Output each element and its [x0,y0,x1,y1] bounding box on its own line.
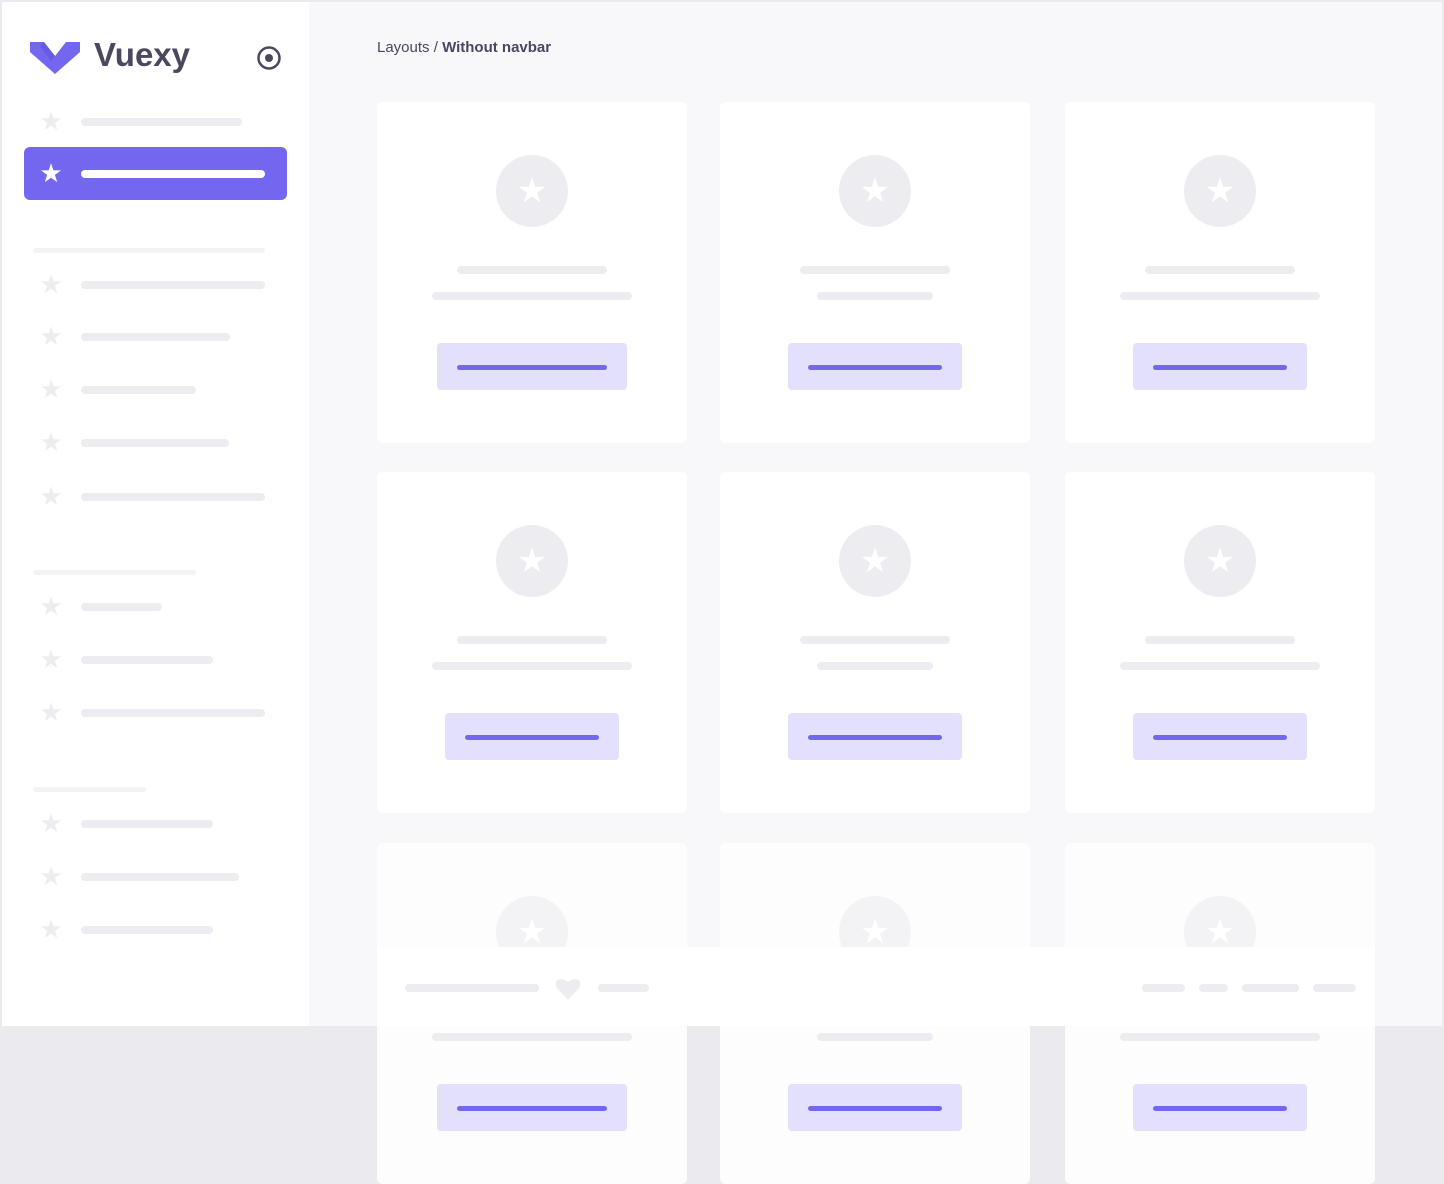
breadcrumb-current: Without navbar [442,39,552,56]
card-button[interactable] [788,1084,962,1131]
card-button-label-placeholder [808,1106,942,1111]
sidebar-item-label-placeholder[interactable] [81,118,242,126]
star-icon: ★ [39,427,63,457]
card-title-placeholder [457,266,607,274]
card-text-placeholder [1120,292,1320,300]
card-text-placeholder [817,292,933,300]
placeholder-card: ★ [720,102,1030,443]
heart-icon [555,979,581,1000]
star-icon: ★ [1184,525,1256,597]
star-icon: ★ [839,155,911,227]
footer-text-placeholder [405,984,539,992]
card-button-label-placeholder [457,365,607,370]
card-text-placeholder [432,292,632,300]
placeholder-card: ★ [1065,102,1375,443]
card-button-label-placeholder [1153,365,1287,370]
card-button[interactable] [1133,343,1307,390]
star-icon: ★ [39,697,63,727]
footer-link[interactable] [1313,984,1356,992]
card-title-placeholder [800,266,950,274]
card-button-label-placeholder [1153,1106,1287,1111]
star-icon: ★ [39,374,63,404]
breadcrumb-separator: / [429,39,443,56]
card-button[interactable] [788,343,962,390]
star-icon: ★ [39,106,63,136]
sidebar-item-label-placeholder[interactable] [81,439,229,447]
card-text-placeholder [817,662,933,670]
star-icon: ★ [1184,155,1256,227]
sidebar-item-label-placeholder[interactable] [81,873,239,881]
footer-link[interactable] [1242,984,1299,992]
star-icon: ★ [39,321,63,351]
star-icon: ★ [839,525,911,597]
card-title-placeholder [800,636,950,644]
star-icon: ★ [496,525,568,597]
sidebar-item-label-placeholder[interactable] [81,709,265,717]
placeholder-card: ★ [1065,472,1375,813]
card-text-placeholder [432,662,632,670]
card-button[interactable] [1133,1084,1307,1131]
star-icon: ★ [39,808,63,838]
footer-text-placeholder [598,984,649,992]
sidebar-item-label-placeholder[interactable] [81,170,265,178]
card-text-placeholder [1120,662,1320,670]
sidebar-item-label-placeholder[interactable] [81,926,213,934]
footer-link[interactable] [1142,984,1185,992]
section-header-placeholder [33,787,146,792]
section-header-placeholder [33,570,196,575]
star-icon: ★ [496,155,568,227]
placeholder-card: ★ [720,472,1030,813]
placeholder-card: ★ [377,472,687,813]
footer [377,947,1375,1026]
star-icon: ★ [39,914,63,944]
placeholder-card: ★ [377,102,687,443]
card-text-placeholder [432,1033,632,1041]
card-button-label-placeholder [465,735,599,740]
sidebar-item-label-placeholder[interactable] [81,386,196,394]
star-icon: ★ [39,861,63,891]
star-icon: ★ [39,269,63,299]
card-button[interactable] [437,343,627,390]
card-button[interactable] [437,1084,627,1131]
card-button-label-placeholder [457,1106,607,1111]
radio-circle-icon[interactable] [256,45,282,71]
card-title-placeholder [1145,266,1295,274]
section-header-placeholder [33,248,265,253]
sidebar-item-label-placeholder[interactable] [81,493,265,501]
breadcrumb-parent[interactable]: Layouts [377,39,430,56]
card-text-placeholder [817,1033,933,1041]
star-icon: ★ [39,644,63,674]
card-button[interactable] [788,713,962,760]
card-button-label-placeholder [808,365,942,370]
card-button-label-placeholder [1153,735,1287,740]
sidebar-item-label-placeholder[interactable] [81,820,213,828]
footer-link[interactable] [1199,984,1228,992]
vuexy-logo-icon [30,42,80,74]
breadcrumb: Layouts / Without navbar [377,39,551,56]
sidebar-item-label-placeholder[interactable] [81,656,213,664]
card-button[interactable] [445,713,619,760]
sidebar-item-label-placeholder[interactable] [81,603,162,611]
card-title-placeholder [1145,636,1295,644]
star-icon: ★ [39,158,63,188]
card-button[interactable] [1133,713,1307,760]
brand-name: Vuexy [94,36,191,73]
card-text-placeholder [1120,1033,1320,1041]
star-icon: ★ [39,591,63,621]
sidebar-item-label-placeholder[interactable] [81,281,265,289]
star-icon: ★ [39,481,63,511]
card-button-label-placeholder [808,735,942,740]
card-title-placeholder [457,636,607,644]
sidebar-item-label-placeholder[interactable] [81,333,230,341]
